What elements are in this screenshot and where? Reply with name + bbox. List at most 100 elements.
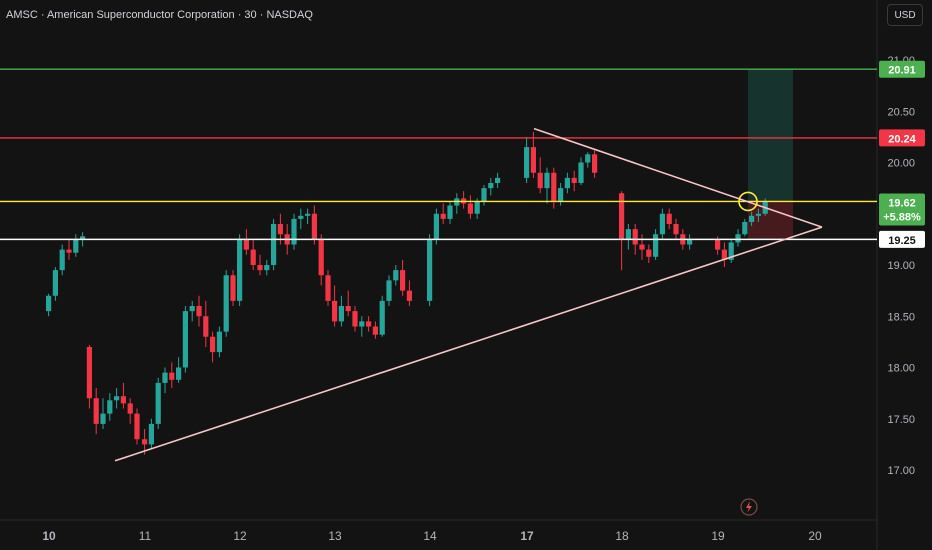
candle-body[interactable] bbox=[271, 224, 277, 265]
candle-body[interactable] bbox=[433, 213, 439, 240]
candle-body[interactable] bbox=[659, 213, 665, 235]
candle-body[interactable] bbox=[742, 221, 748, 235]
candle-body[interactable] bbox=[338, 306, 344, 322]
triangle-upper-line[interactable] bbox=[533, 127, 823, 228]
candle-body[interactable] bbox=[311, 213, 317, 240]
candle-body[interactable] bbox=[359, 321, 365, 327]
candle-body[interactable] bbox=[250, 249, 256, 265]
candle-body[interactable] bbox=[100, 413, 106, 424]
candle-body[interactable] bbox=[243, 239, 249, 250]
candle-body[interactable] bbox=[488, 183, 494, 189]
lightning-icon[interactable] bbox=[740, 498, 758, 516]
candle-body[interactable] bbox=[223, 275, 229, 332]
candle-body[interactable] bbox=[673, 224, 679, 235]
candle-body[interactable] bbox=[134, 413, 140, 440]
candle-body[interactable] bbox=[216, 331, 222, 353]
candle-body[interactable] bbox=[66, 249, 72, 253]
candle-body[interactable] bbox=[646, 249, 652, 257]
candle-body[interactable] bbox=[291, 218, 297, 245]
candle-body[interactable] bbox=[93, 398, 99, 424]
candle-body[interactable] bbox=[305, 213, 311, 216]
candle-body[interactable] bbox=[86, 347, 92, 399]
candle-body[interactable] bbox=[715, 239, 721, 250]
currency-button[interactable]: USD bbox=[887, 4, 923, 26]
candle-body[interactable] bbox=[625, 229, 631, 240]
candle-body[interactable] bbox=[619, 193, 625, 240]
candle-body[interactable] bbox=[447, 205, 453, 219]
candle-body[interactable] bbox=[544, 172, 550, 189]
candle-body[interactable] bbox=[127, 403, 133, 414]
last-price-change: +5.88% bbox=[883, 211, 921, 223]
candle-body[interactable] bbox=[182, 311, 188, 368]
candle-body[interactable] bbox=[257, 265, 263, 271]
candle-body[interactable] bbox=[196, 306, 202, 317]
candle-body[interactable] bbox=[639, 244, 645, 250]
candle-body[interactable] bbox=[59, 249, 65, 271]
candle-body[interactable] bbox=[564, 177, 570, 189]
candle-body[interactable] bbox=[155, 382, 161, 424]
candle-body[interactable] bbox=[379, 300, 385, 335]
candle-body[interactable] bbox=[632, 229, 638, 245]
candle-body[interactable] bbox=[755, 213, 761, 216]
triangle-lower-line[interactable] bbox=[114, 226, 823, 462]
candle-body[interactable] bbox=[687, 239, 693, 245]
candle-body[interactable] bbox=[735, 234, 741, 243]
candle-body[interactable] bbox=[176, 367, 182, 380]
candle-body[interactable] bbox=[210, 336, 216, 353]
candle-body[interactable] bbox=[264, 265, 270, 271]
candle-body[interactable] bbox=[120, 396, 126, 404]
candle-body[interactable] bbox=[46, 295, 52, 312]
candle-body[interactable] bbox=[277, 224, 283, 235]
candle-body[interactable] bbox=[203, 316, 209, 337]
candle-body[interactable] bbox=[148, 423, 154, 445]
candle-body[interactable] bbox=[474, 201, 480, 214]
candle-body[interactable] bbox=[537, 172, 543, 189]
candle-body[interactable] bbox=[495, 177, 501, 183]
candle-body[interactable] bbox=[142, 439, 148, 445]
candle-body[interactable] bbox=[107, 400, 113, 414]
candle-body[interactable] bbox=[73, 239, 79, 253]
candle-body[interactable] bbox=[169, 372, 175, 380]
candle-body[interactable] bbox=[530, 147, 536, 173]
candle-body[interactable] bbox=[393, 270, 399, 281]
candle-body[interactable] bbox=[592, 154, 598, 173]
candle-body[interactable] bbox=[372, 326, 378, 335]
candle-body[interactable] bbox=[524, 147, 530, 178]
candle-body[interactable] bbox=[728, 242, 734, 260]
position-stop-zone bbox=[748, 201, 793, 240]
candle-body[interactable] bbox=[467, 203, 473, 214]
candle-body[interactable] bbox=[352, 311, 358, 327]
candle-body[interactable] bbox=[571, 177, 577, 183]
candle-body[interactable] bbox=[325, 275, 331, 301]
candle-body[interactable] bbox=[585, 154, 591, 163]
candle-body[interactable] bbox=[440, 213, 446, 219]
candle-body[interactable] bbox=[114, 396, 120, 401]
candle-body[interactable] bbox=[406, 290, 412, 301]
candle-body[interactable] bbox=[721, 249, 727, 260]
candle-body[interactable] bbox=[80, 236, 86, 240]
candle-body[interactable] bbox=[481, 188, 487, 202]
price-level-badge-label: 19.25 bbox=[888, 235, 916, 247]
candle-body[interactable] bbox=[653, 234, 659, 257]
candle-body[interactable] bbox=[558, 188, 564, 202]
candle-body[interactable] bbox=[189, 306, 195, 312]
candle-body[interactable] bbox=[427, 239, 433, 301]
candle-body[interactable] bbox=[230, 275, 236, 301]
candle-body[interactable] bbox=[578, 162, 584, 184]
candle-body[interactable] bbox=[666, 213, 672, 224]
candle-body[interactable] bbox=[237, 239, 243, 301]
candle-body[interactable] bbox=[400, 270, 406, 291]
candle-body[interactable] bbox=[749, 215, 755, 222]
candle-body[interactable] bbox=[551, 172, 557, 202]
candle-body[interactable] bbox=[52, 270, 58, 296]
candle-body[interactable] bbox=[345, 306, 351, 312]
candle-body[interactable] bbox=[298, 215, 304, 219]
price-level-badge bbox=[879, 129, 925, 147]
candle-body[interactable] bbox=[386, 280, 392, 301]
candle-body[interactable] bbox=[162, 372, 168, 383]
candle-body[interactable] bbox=[332, 300, 338, 322]
candle-body[interactable] bbox=[318, 239, 324, 276]
candle-body[interactable] bbox=[366, 321, 372, 327]
